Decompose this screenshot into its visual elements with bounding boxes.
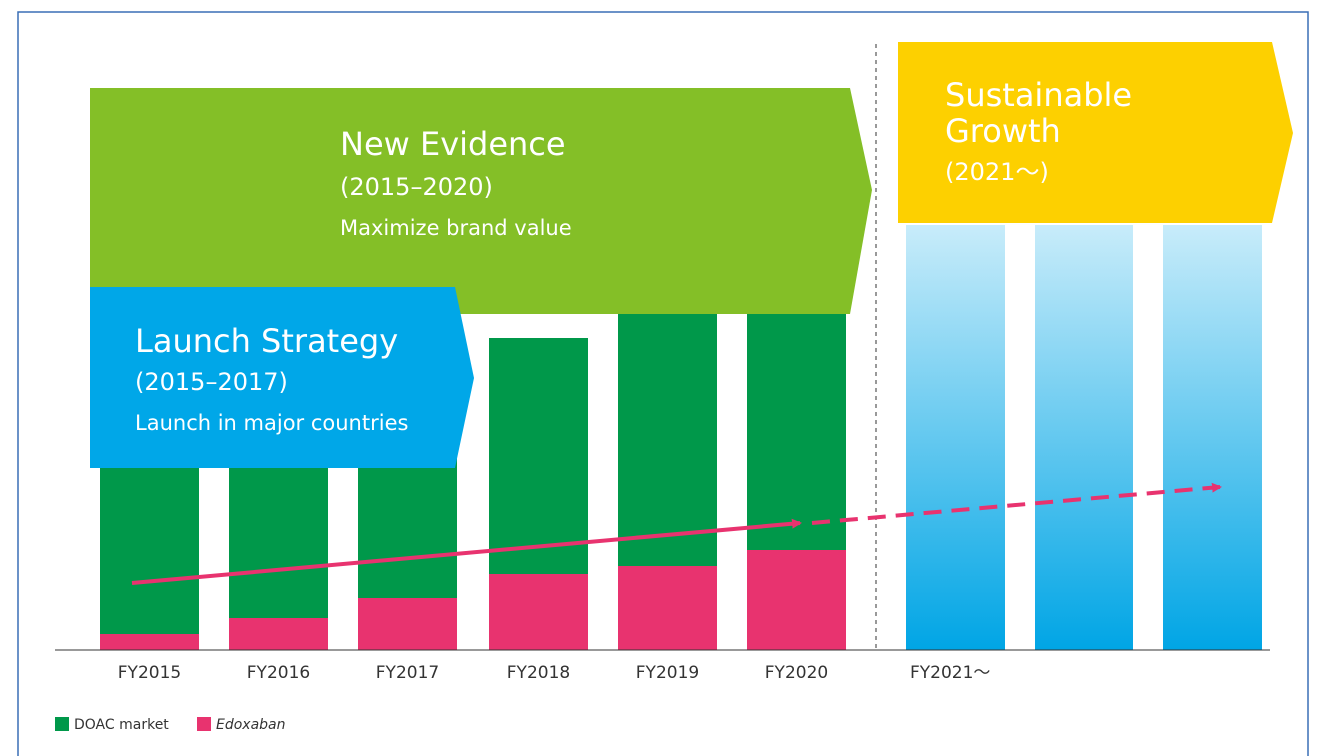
phase-period: (2015–2020) <box>340 173 493 201</box>
legend-label: DOAC market <box>74 717 169 733</box>
legend-swatch <box>55 717 69 731</box>
legend: DOAC market Edoxaban <box>55 717 286 733</box>
phase-banner <box>90 88 872 314</box>
phase-text: Launch in major countries <box>135 411 408 435</box>
bar-segment <box>489 338 588 574</box>
future-bar <box>906 225 1005 650</box>
trend-arrow-dashed <box>811 482 1222 525</box>
phase-period: (2015–2017) <box>135 368 288 396</box>
phase-title: Launch Strategy <box>135 322 398 360</box>
phase-title: Growth <box>945 112 1061 150</box>
x-tick-label: FY2017 <box>376 663 439 683</box>
legend-swatch <box>197 717 211 731</box>
phase-text: Maximize brand value <box>340 216 572 240</box>
bar-segment <box>618 310 717 566</box>
bar-segment <box>747 550 846 650</box>
bar-segment <box>747 290 846 550</box>
x-tick-label: FY2021～ <box>910 663 990 683</box>
phase-period: (2021～) <box>945 158 1049 186</box>
frame <box>17 11 1309 756</box>
phase-banner <box>898 42 1293 223</box>
legend-label: Edoxaban <box>216 717 286 733</box>
future-bar <box>1035 225 1133 650</box>
x-tick-label: FY2018 <box>507 663 570 683</box>
phase-title: New Evidence <box>340 125 566 163</box>
bar-segment <box>100 634 199 650</box>
bar-segment <box>489 574 588 650</box>
future-bar <box>1163 225 1262 650</box>
phase-banner <box>90 287 474 468</box>
bar-segment <box>618 566 717 650</box>
x-tick-label: FY2019 <box>636 663 699 683</box>
x-tick-label: FY2016 <box>247 663 310 683</box>
bar-segment <box>100 450 199 634</box>
trend-arrow <box>131 518 802 585</box>
phase-title: Sustainable <box>945 76 1132 114</box>
bar-segment <box>229 618 328 650</box>
x-tick-label: FY2020 <box>765 663 828 683</box>
x-tick-label: FY2015 <box>118 663 181 683</box>
bars <box>100 290 846 650</box>
bar-segment <box>358 598 457 650</box>
